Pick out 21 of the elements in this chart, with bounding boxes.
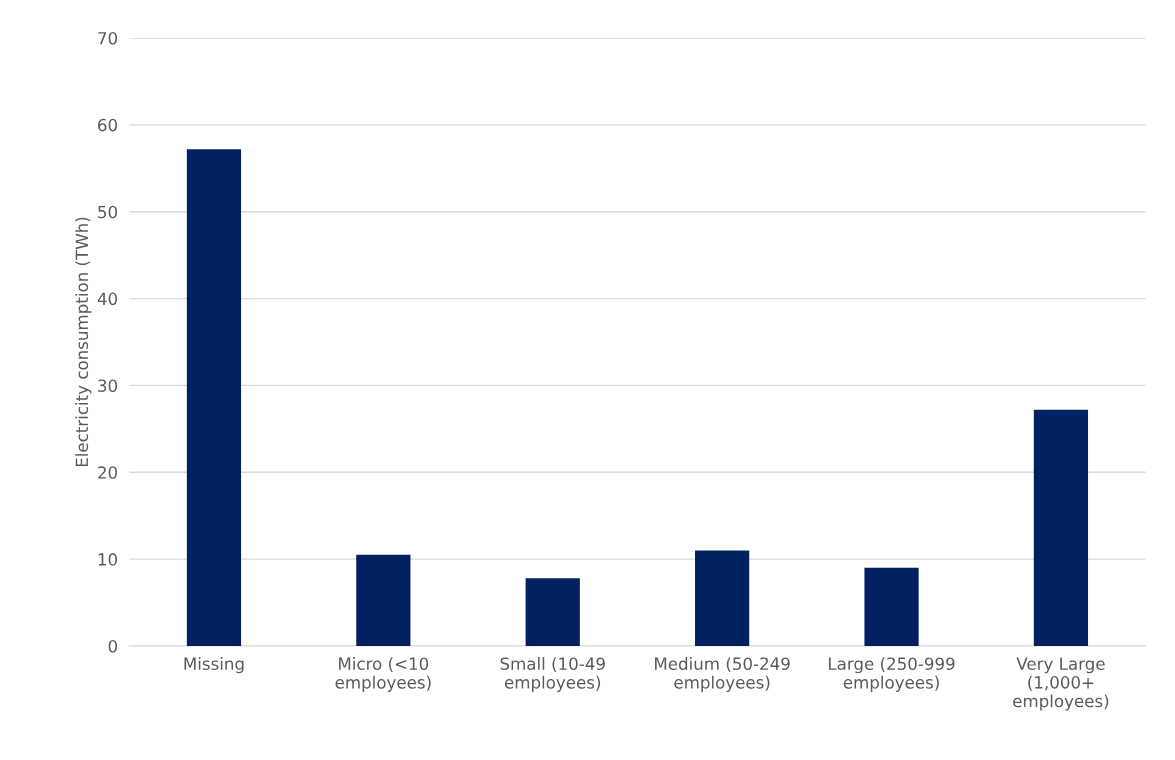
y-tick-label: 20 xyxy=(98,466,118,479)
bar xyxy=(864,567,919,646)
y-tick-label: 70 xyxy=(98,31,118,45)
bar xyxy=(525,578,580,646)
y-tick-label: 40 xyxy=(97,292,118,306)
y-tick-label: 10 xyxy=(98,553,118,566)
y-tick-label: 0 xyxy=(108,639,118,653)
x-tick-label: Very Large (1,000+ employees) xyxy=(1013,657,1109,711)
bar xyxy=(186,149,242,646)
x-tick-label: Medium (50-249 employees) xyxy=(655,657,790,692)
x-tick-label: Micro (<10 employees) xyxy=(335,657,431,692)
y-axis-title: Electricity consumption (TWh) xyxy=(75,217,92,467)
y-tick-label: 50 xyxy=(98,205,118,219)
y-tick-label: 30 xyxy=(98,379,118,392)
bar xyxy=(1033,409,1089,646)
y-tick-label: 60 xyxy=(98,118,118,132)
x-tick-label: Large (250-999 employees) xyxy=(829,657,955,692)
x-tick-label: Missing xyxy=(184,657,244,674)
x-tick-label: Small (10-49 employees) xyxy=(500,657,605,692)
bar xyxy=(356,554,411,646)
bar xyxy=(695,550,750,646)
